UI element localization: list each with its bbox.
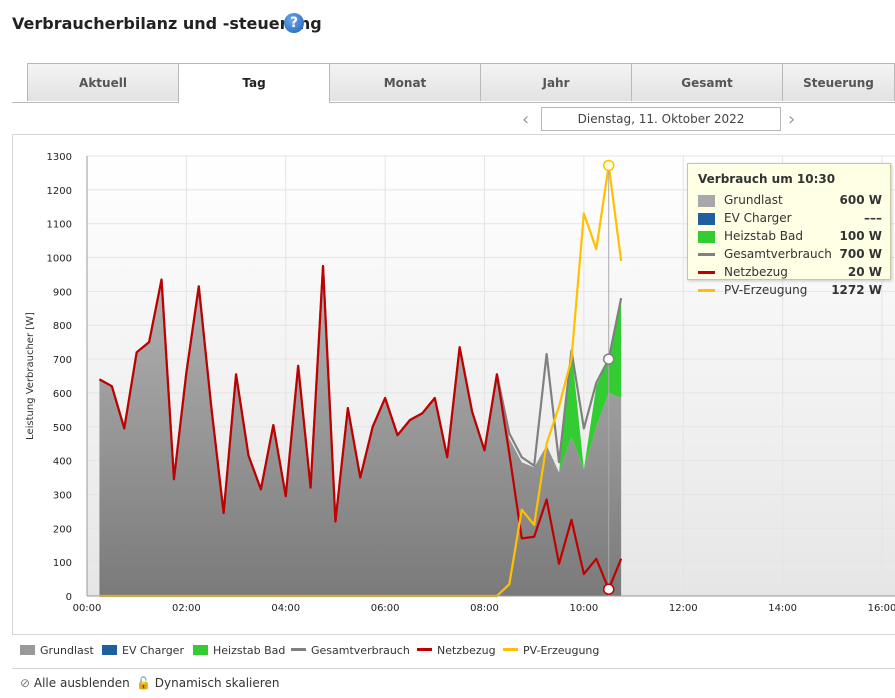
legend-item-pv-erzeugung[interactable]: PV-Erzeugung bbox=[503, 644, 599, 657]
tooltip-swatch bbox=[698, 253, 715, 256]
tooltip-series-name: Gesamtverbrauch bbox=[724, 247, 832, 261]
x-tick-label: 14:00 bbox=[768, 603, 797, 614]
legend-swatch bbox=[291, 648, 306, 651]
tooltip-row: Heizstab Bad 100 W bbox=[698, 229, 882, 246]
y-tick-label: 1300 bbox=[47, 152, 72, 163]
legend-item-ev-charger[interactable]: EV Charger bbox=[102, 644, 184, 657]
y-tick-label: 300 bbox=[53, 490, 72, 501]
tab-bar: Aktuell Tag Monat Jahr Gesamt Steuerung bbox=[12, 63, 895, 103]
legend-label: Grundlast bbox=[40, 644, 94, 657]
tooltip-row: EV Charger ––– bbox=[698, 211, 882, 228]
tooltip-series-value: 1272 W bbox=[831, 283, 882, 297]
tab-aktuell[interactable]: Aktuell bbox=[27, 63, 179, 101]
tooltip-swatch bbox=[698, 195, 715, 207]
tooltip-series-value: 100 W bbox=[839, 229, 882, 243]
legend-item-grundlast[interactable]: Grundlast bbox=[20, 644, 94, 657]
legend-label: EV Charger bbox=[122, 644, 184, 657]
help-icon[interactable]: ? bbox=[284, 13, 304, 33]
legend-label: Netzbezug bbox=[437, 644, 496, 657]
unlock-icon: 🔓 bbox=[136, 676, 151, 690]
tooltip-series-value: 20 W bbox=[847, 265, 882, 279]
stacked-areas bbox=[99, 266, 622, 596]
y-tick-label: 400 bbox=[53, 457, 72, 468]
tooltip-swatch bbox=[698, 213, 715, 225]
y-tick-label: 500 bbox=[53, 423, 72, 434]
tab-monat[interactable]: Monat bbox=[329, 63, 481, 101]
tooltip-row: Gesamtverbrauch 700 W bbox=[698, 247, 882, 264]
tooltip-swatch bbox=[698, 231, 715, 243]
hide-all-button[interactable]: ⊘ Alle ausblenden bbox=[20, 676, 130, 690]
legend-item-netzbezug[interactable]: Netzbezug bbox=[417, 644, 496, 657]
legend-item-gesamtverbrauch[interactable]: Gesamtverbrauch bbox=[291, 644, 410, 657]
x-tick-label: 16:00 bbox=[868, 603, 895, 614]
legend-label: PV-Erzeugung bbox=[523, 644, 600, 657]
tooltip-swatch bbox=[698, 271, 715, 274]
tab-tag[interactable]: Tag bbox=[178, 63, 330, 103]
tooltip-series-name: Netzbezug bbox=[724, 265, 788, 279]
hover-markers bbox=[602, 159, 615, 596]
tooltip-series-value: 700 W bbox=[839, 247, 882, 261]
x-tick-label: 10:00 bbox=[569, 603, 598, 614]
legend-label: Gesamtverbrauch bbox=[311, 644, 410, 657]
legend-swatch bbox=[102, 645, 117, 655]
tab-steuerung[interactable]: Steuerung bbox=[782, 63, 895, 101]
y-tick-label: 800 bbox=[53, 321, 72, 332]
x-tick-label: 00:00 bbox=[73, 603, 102, 614]
line-netzbezug bbox=[98, 264, 623, 591]
tooltip-row: Grundlast 600 W bbox=[698, 193, 882, 210]
y-tick-label: 900 bbox=[53, 287, 72, 298]
hover-marker-netzbezug bbox=[602, 583, 615, 595]
dynamic-scale-label: Dynamisch skalieren bbox=[154, 676, 280, 690]
prev-day-icon[interactable]: ‹ bbox=[522, 109, 530, 130]
legend-swatch bbox=[193, 645, 208, 655]
y-tick-label: 1200 bbox=[47, 186, 72, 197]
axes: 0 100 200 300 400 500 600 700 800 900 1000 1100 1200… bbox=[47, 152, 895, 614]
y-tick-label: 200 bbox=[53, 524, 72, 535]
date-picker[interactable]: Dienstag, 11. Oktober 2022 bbox=[541, 107, 781, 131]
y-tick-label: 1100 bbox=[47, 220, 72, 231]
next-day-icon[interactable]: › bbox=[788, 109, 796, 130]
tooltip-series-value: 600 W bbox=[839, 193, 882, 207]
tooltip-series-name: EV Charger bbox=[724, 211, 792, 225]
legend-swatch bbox=[417, 648, 432, 651]
y-tick-label: 700 bbox=[53, 355, 72, 366]
x-tick-label: 06:00 bbox=[371, 603, 400, 614]
x-tick-label: 04:00 bbox=[271, 603, 300, 614]
dynamic-scale-button[interactable]: 🔓 Dynamisch skalieren bbox=[136, 676, 279, 690]
tooltip-series-value: ––– bbox=[864, 211, 882, 225]
tooltip-row: Netzbezug 20 W bbox=[698, 265, 882, 282]
hover-marker-gesamtverbrauch bbox=[602, 353, 615, 365]
tooltip-series-name: PV-Erzeugung bbox=[724, 283, 808, 297]
chart-frame bbox=[12, 134, 895, 634]
x-tick-label: 12:00 bbox=[669, 603, 698, 614]
hide-all-label: Alle ausblenden bbox=[33, 676, 130, 690]
tooltip-series-name: Heizstab Bad bbox=[724, 229, 803, 243]
y-axis-label: Leistung Verbraucher [W] bbox=[25, 312, 36, 440]
tooltip: Verbrauch um 10:30 Grundlast 600 W EV Char… bbox=[687, 163, 891, 297]
x-tick-label: 08:00 bbox=[470, 603, 499, 614]
legend: Grundlast EV Charger Heizstab Bad Gesamtver… bbox=[12, 634, 895, 669]
legend-swatch bbox=[20, 645, 35, 655]
y-tick-label: 1000 bbox=[47, 254, 72, 265]
legend-label: Heizstab Bad bbox=[213, 644, 286, 657]
tooltip-series-name: Grundlast bbox=[724, 193, 783, 207]
page-title: Verbraucherbilanz und -steuerung bbox=[12, 14, 322, 33]
tooltip-swatch bbox=[698, 289, 715, 292]
x-tick-label: 02:00 bbox=[172, 603, 201, 614]
tooltip-title: Verbrauch um 10:30 bbox=[698, 172, 836, 186]
hover-marker-pv-erzeugung bbox=[602, 159, 615, 172]
tab-gesamt[interactable]: Gesamt bbox=[631, 63, 783, 101]
area-grundlast bbox=[99, 266, 622, 596]
tooltip-row: PV-Erzeugung 1272 W bbox=[698, 283, 882, 300]
y-tick-label: 0 bbox=[66, 592, 72, 603]
y-tick-label: 600 bbox=[53, 389, 72, 400]
legend-swatch bbox=[503, 648, 518, 651]
y-tick-label: 100 bbox=[53, 558, 72, 569]
eye-off-icon: ⊘ bbox=[20, 676, 31, 690]
legend-item-heizstab-bad[interactable]: Heizstab Bad bbox=[193, 644, 285, 657]
